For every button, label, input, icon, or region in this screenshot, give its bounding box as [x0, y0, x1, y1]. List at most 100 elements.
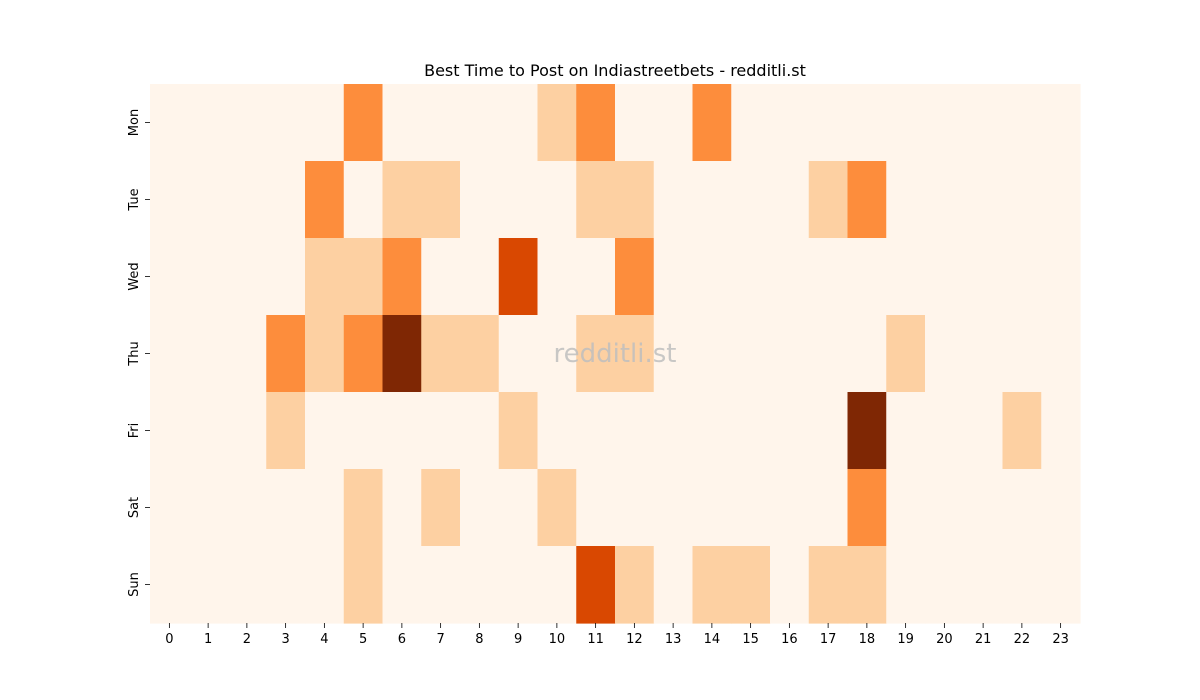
heatmap-cell — [343, 238, 384, 316]
heatmap-cell — [188, 238, 229, 316]
x-tick-label: 22 — [1014, 632, 1031, 647]
heatmap-cell — [498, 546, 539, 624]
heatmap-cell — [808, 315, 849, 393]
heatmap-cell — [808, 84, 849, 162]
heatmap-cell — [421, 238, 461, 316]
heatmap-cell — [653, 546, 694, 624]
heatmap-cell — [692, 546, 732, 624]
heatmap-cell — [188, 546, 229, 624]
heatmap-cell — [925, 161, 965, 239]
heatmap-cell — [537, 161, 577, 239]
heatmap-cell — [770, 161, 810, 239]
heatmap-cell — [808, 161, 849, 239]
heatmap-cell — [305, 84, 345, 162]
y-tick-label: Wed — [127, 262, 142, 290]
heatmap-cell — [1002, 315, 1042, 393]
heatmap-cell — [537, 84, 577, 162]
heatmap-cell — [1002, 469, 1042, 547]
heatmap-cell — [421, 315, 461, 393]
heatmap-cell — [925, 392, 965, 470]
heatmap-cell — [227, 315, 267, 393]
heatmap-cell — [537, 315, 577, 393]
heatmap-cell — [305, 546, 345, 624]
y-tick-label: Sun — [127, 572, 142, 597]
x-tick-label: 5 — [359, 632, 367, 647]
heatmap-cell — [963, 546, 1004, 624]
y-tick-label: Thu — [127, 341, 142, 366]
heatmap-cell — [421, 546, 461, 624]
heatmap-cell — [925, 84, 965, 162]
heatmap-cell — [692, 161, 732, 239]
heatmap-cell — [150, 546, 190, 624]
heatmap-cell — [537, 469, 577, 547]
x-tick-label: 1 — [204, 632, 212, 647]
heatmap-cell — [576, 546, 616, 624]
heatmap-cell — [615, 469, 655, 547]
heatmap-cell — [382, 238, 422, 316]
heatmap-cell — [382, 392, 422, 470]
heatmap-cell — [653, 315, 694, 393]
heatmap-cell — [886, 546, 926, 624]
heatmap-cell — [227, 546, 267, 624]
x-tick-label: 8 — [475, 632, 483, 647]
heatmap-cell — [692, 238, 732, 316]
heatmap-cell — [421, 161, 461, 239]
heatmap-cell — [421, 469, 461, 547]
heatmap-cell — [886, 315, 926, 393]
heatmap-cell — [886, 84, 926, 162]
heatmap-cell — [576, 315, 616, 393]
x-tick-label: 15 — [742, 632, 759, 647]
heatmap-cell — [227, 84, 267, 162]
heatmap-cell — [925, 469, 965, 547]
heatmap-cell — [886, 238, 926, 316]
heatmap-cell — [382, 161, 422, 239]
heatmap-cell — [343, 315, 384, 393]
heatmap-cell — [1041, 546, 1081, 624]
heatmap-cell — [653, 161, 694, 239]
heatmap-cell — [498, 238, 539, 316]
x-tick-label: 7 — [436, 632, 444, 647]
x-tick-label: 6 — [398, 632, 406, 647]
x-tick-label: 23 — [1052, 632, 1069, 647]
heatmap-cell — [460, 392, 500, 470]
heatmap-cell — [460, 238, 500, 316]
heatmap-cell — [382, 315, 422, 393]
heatmap-cell — [963, 84, 1004, 162]
x-tick-label: 13 — [665, 632, 682, 647]
heatmap-cell — [537, 546, 577, 624]
heatmap-cell — [615, 546, 655, 624]
heatmap-cell — [150, 392, 190, 470]
heatmap-cell — [963, 238, 1004, 316]
heatmap-cell — [343, 469, 384, 547]
heatmap-cell — [343, 546, 384, 624]
heatmap-cell — [653, 84, 694, 162]
heatmap-cell — [460, 315, 500, 393]
heatmap-cell — [847, 238, 887, 316]
heatmap-cell — [150, 315, 190, 393]
x-tick-label: 11 — [587, 632, 604, 647]
x-tick-label: 2 — [243, 632, 251, 647]
heatmap-cell — [576, 238, 616, 316]
heatmap-cell — [266, 315, 306, 393]
heatmap-cell — [1002, 161, 1042, 239]
heatmap-cell — [731, 238, 771, 316]
heatmap-cell — [886, 392, 926, 470]
heatmap-cell — [498, 161, 539, 239]
heatmap-cell — [305, 238, 345, 316]
x-tick-label: 0 — [165, 632, 173, 647]
heatmap-cell — [150, 469, 190, 547]
x-tick-label: 18 — [859, 632, 876, 647]
heatmap-cell — [1041, 161, 1081, 239]
x-axis: 0 1 2 3 4 5 6 7 8 9 10 11 12 13 14 15 16 17 18 19 20 21 22 23 — [165, 623, 1069, 647]
heatmap-cell — [382, 469, 422, 547]
heatmap-cell — [305, 469, 345, 547]
x-tick-label: 10 — [549, 632, 566, 647]
y-axis: Mon Tue Wed Thu Fri Sat Sun — [127, 109, 150, 597]
heatmap-cell — [886, 161, 926, 239]
heatmap-cell — [692, 84, 732, 162]
x-tick-label: 20 — [936, 632, 953, 647]
heatmap-cell — [1041, 315, 1081, 393]
heatmap-cell — [576, 161, 616, 239]
heatmap-cell — [382, 84, 422, 162]
heatmap-cell — [653, 469, 694, 547]
